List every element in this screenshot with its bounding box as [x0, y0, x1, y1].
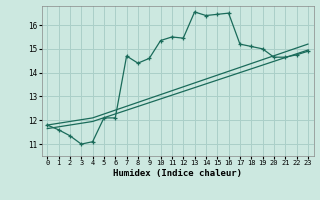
X-axis label: Humidex (Indice chaleur): Humidex (Indice chaleur) — [113, 169, 242, 178]
